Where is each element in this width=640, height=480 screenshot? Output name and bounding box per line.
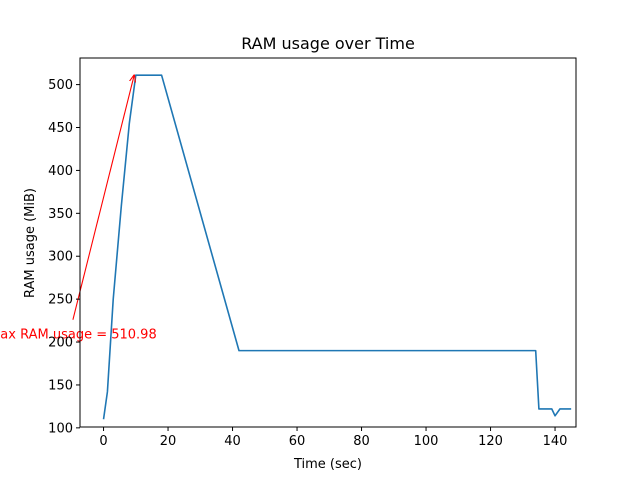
y-tick-label: 100 bbox=[48, 421, 73, 436]
y-tick-label: 300 bbox=[48, 250, 73, 265]
y-tick-label: 150 bbox=[48, 378, 73, 393]
axes-frame bbox=[79, 57, 577, 428]
y-tick-label: 450 bbox=[48, 121, 73, 136]
x-tick-label: 60 bbox=[289, 434, 306, 449]
chart-title: RAM usage over Time bbox=[241, 34, 415, 53]
x-tick-label: 80 bbox=[353, 434, 370, 449]
y-tick-label: 200 bbox=[48, 336, 73, 351]
series-line-0 bbox=[102, 74, 572, 420]
plot-area: Max RAM usage = 510.98 0 20 40 60 80 100 120 140… bbox=[0, 57, 577, 449]
x-tick-label: 40 bbox=[224, 434, 241, 449]
x-tick-label: 20 bbox=[160, 434, 177, 449]
annotation-text: Max RAM usage = 510.98 bbox=[0, 328, 157, 343]
annotation-arrow bbox=[72, 75, 134, 320]
y-tick-label: 400 bbox=[48, 164, 73, 179]
x-axis-label: Time (sec) bbox=[293, 457, 362, 472]
y-tick-label: 350 bbox=[48, 207, 73, 222]
y-tick-label: 250 bbox=[48, 293, 73, 308]
x-tick-label: 140 bbox=[543, 434, 568, 449]
x-tick-label: 120 bbox=[478, 434, 503, 449]
y-tick-label: 500 bbox=[48, 78, 73, 93]
x-tick-label: 100 bbox=[414, 434, 439, 449]
x-tick-label: 0 bbox=[99, 434, 107, 449]
y-axis-label: RAM usage (MiB) bbox=[23, 188, 38, 298]
